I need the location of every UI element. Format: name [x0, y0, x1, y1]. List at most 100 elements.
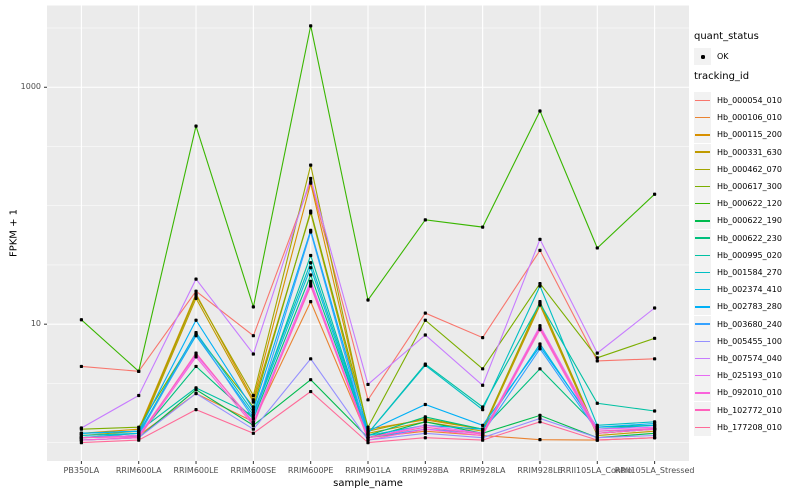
- data-point: [251, 393, 255, 398]
- x-tick-label: RRIM928LE: [517, 466, 563, 475]
- data-point: [653, 421, 657, 426]
- data-point: [309, 273, 313, 277]
- data-point: [79, 441, 83, 445]
- data-point: [366, 441, 370, 445]
- legend-key: [694, 229, 711, 247]
- x-tick-label: RRIM928BA: [402, 466, 449, 475]
- data-point: [423, 415, 427, 419]
- legend-key: [694, 195, 711, 213]
- data-point: [251, 421, 255, 426]
- legend-item: Hb_001584_270: [694, 264, 782, 281]
- series-color-line-icon: [695, 374, 710, 377]
- legend-item-label: Hb_025193_010: [717, 371, 782, 381]
- legend-key: [694, 126, 711, 144]
- data-point: [423, 436, 427, 440]
- legend-key: [694, 281, 711, 299]
- series-color-line-icon: [695, 99, 710, 102]
- data-point: [423, 425, 427, 429]
- data-point: [653, 192, 657, 196]
- data-point: [423, 218, 427, 222]
- legend-key: [694, 212, 711, 230]
- series-color-line-icon: [695, 151, 710, 153]
- legend-key: [694, 246, 711, 264]
- legend-item-label: Hb_002374_410: [717, 285, 782, 295]
- data-point: [137, 429, 141, 433]
- legend-item: Hb_000106_010: [694, 109, 782, 127]
- data-point: [481, 408, 485, 412]
- series-color-line-icon: [695, 340, 710, 343]
- legend-title-tracking-id: tracking_id: [694, 71, 750, 82]
- legend-key: [694, 109, 711, 127]
- x-tick-label: RRII105LA_Control: [560, 466, 635, 475]
- data-point: [309, 253, 313, 258]
- legend-title-quant-status: quant_status: [694, 31, 759, 42]
- data-point: [653, 306, 657, 310]
- legend-key: [694, 332, 711, 350]
- data-point: [309, 24, 313, 28]
- legend-item-label: Hb_005455_100: [717, 336, 782, 346]
- data-point: [538, 248, 542, 252]
- legend-item: Hb_000995_020: [694, 246, 782, 264]
- data-point: [194, 351, 198, 355]
- x-tick-label: RRIM600LA: [115, 466, 162, 475]
- data-point: [595, 351, 599, 355]
- legend-item: Hb_092010_010: [694, 384, 782, 402]
- data-point: [79, 426, 83, 430]
- x-tick-label: RRIM600SE: [230, 466, 277, 475]
- data-point: [481, 336, 485, 340]
- data-point: [423, 311, 427, 315]
- ok-point-icon: [700, 54, 705, 59]
- data-point: [423, 333, 427, 337]
- data-point: [653, 436, 657, 440]
- data-point: [309, 230, 313, 234]
- data-point: [137, 438, 141, 442]
- series-color-line-icon: [695, 168, 710, 171]
- data-point: [309, 163, 313, 167]
- data-point: [595, 246, 599, 250]
- legend-item-label: Hb_000622_190: [717, 216, 782, 226]
- data-point: [481, 423, 485, 427]
- data-point: [481, 225, 485, 229]
- data-point: [79, 364, 83, 369]
- data-point: [79, 436, 83, 440]
- legend-item-ok: OK: [694, 48, 729, 65]
- legend-item-label: Hb_000617_300: [717, 182, 782, 191]
- legend-item: Hb_000622_120: [694, 195, 782, 213]
- series-color-line-icon: [695, 409, 710, 411]
- legend-key: [694, 178, 711, 195]
- data-point: [309, 176, 313, 181]
- data-point: [194, 364, 198, 369]
- data-point: [251, 400, 255, 404]
- data-point: [366, 425, 370, 429]
- data-point: [538, 237, 542, 241]
- data-point: [653, 336, 657, 340]
- legend-item: Hb_005455_100: [694, 332, 782, 350]
- data-point: [595, 429, 599, 433]
- legend-item-label: Hb_000106_010: [717, 113, 782, 123]
- legend-item: Hb_000054_010: [694, 92, 782, 109]
- data-point: [595, 438, 599, 442]
- data-point: [137, 369, 141, 373]
- data-point: [194, 277, 198, 281]
- data-point: [251, 408, 255, 412]
- legend-item: Hb_000622_190: [694, 212, 782, 230]
- data-point: [423, 431, 427, 435]
- legend-item-label: Hb_002783_280: [717, 302, 782, 312]
- data-point: [251, 334, 255, 338]
- data-point: [194, 391, 198, 396]
- legend-item-label: Hb_000995_020: [717, 250, 782, 260]
- data-point: [251, 427, 255, 431]
- legend-key: [694, 418, 711, 436]
- data-point: [481, 383, 485, 387]
- data-point: [194, 386, 198, 390]
- data-point: [538, 344, 542, 348]
- data-point: [309, 357, 313, 361]
- x-axis-title: sample_name: [333, 478, 403, 489]
- series-color-line-icon: [695, 185, 710, 188]
- legend-item: Hb_102772_010: [694, 401, 782, 419]
- data-point: [309, 284, 313, 288]
- data-point: [423, 420, 427, 424]
- data-point: [481, 427, 485, 431]
- data-point: [194, 408, 198, 412]
